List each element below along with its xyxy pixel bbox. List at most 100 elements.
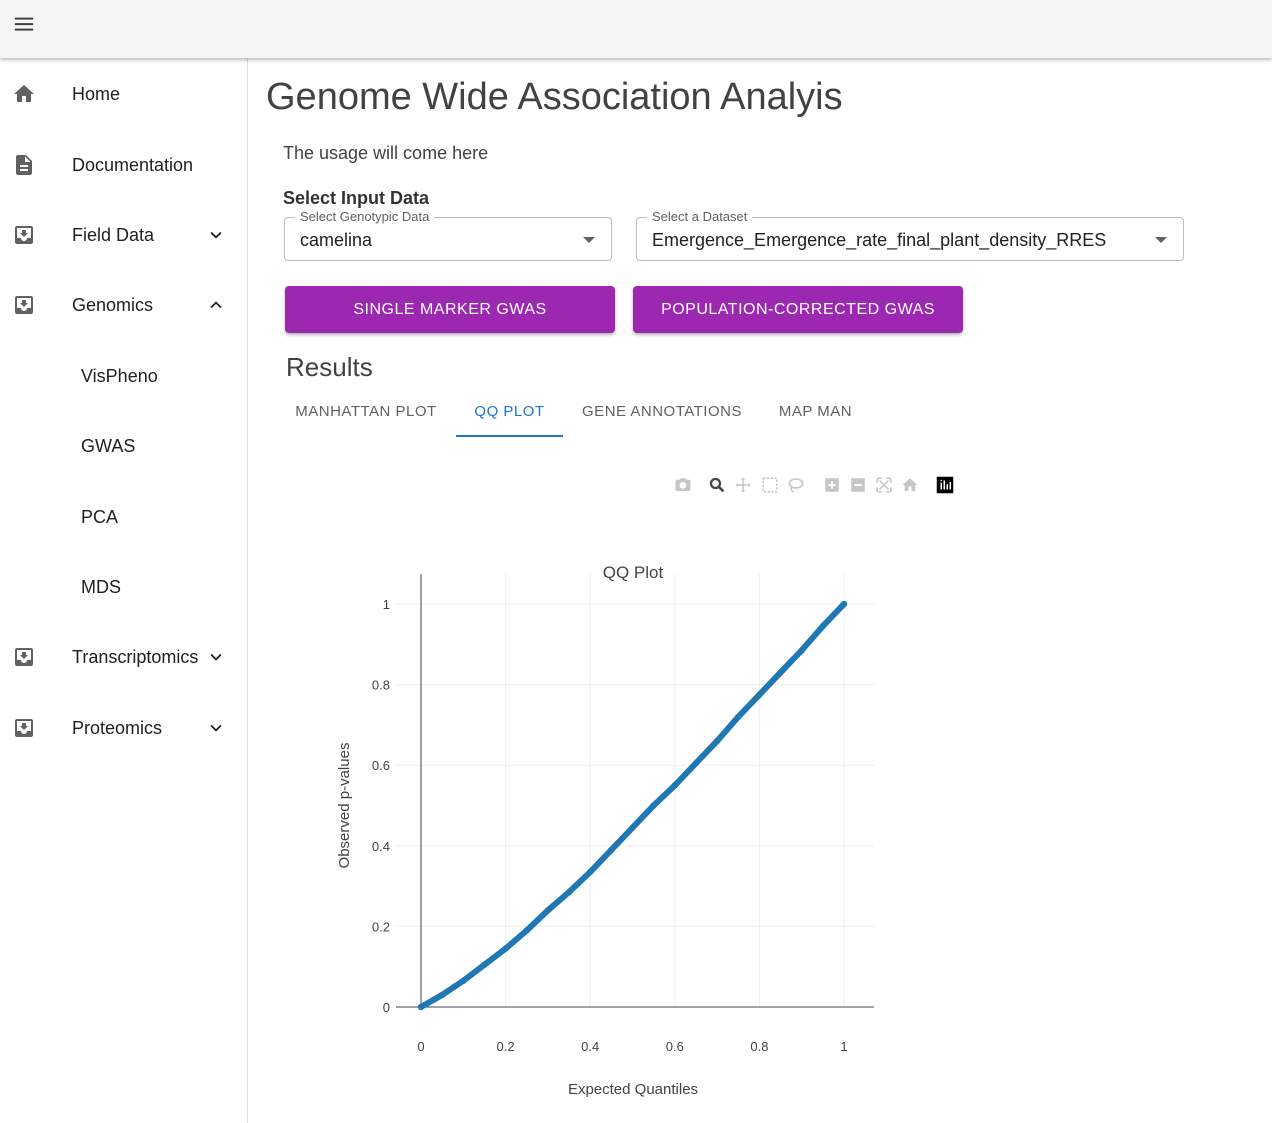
tab-qq-plot[interactable]: QQ PLOT — [456, 391, 563, 437]
y-tick-label: 1 — [383, 597, 390, 612]
qq-data-point — [692, 759, 700, 767]
y-tick-label: 0.2 — [372, 919, 390, 934]
home-icon — [14, 85, 34, 102]
qq-data-point — [587, 868, 594, 876]
tab-map-man[interactable]: MAP MAN — [778, 403, 853, 420]
plotly-logo-icon[interactable] — [936, 476, 954, 494]
qq-data-point — [650, 802, 657, 809]
y-axis-title: Observed p-values — [336, 743, 353, 869]
sidebar-subitem-label: GWAS — [81, 436, 136, 456]
sidebar-item-mds[interactable]: MDS — [0, 551, 247, 621]
sidebar-item-vispheno[interactable]: VisPheno — [0, 340, 247, 410]
qq-data-point — [502, 945, 509, 952]
sidebar-item-transcriptomics[interactable]: Transcriptomics — [0, 621, 247, 691]
qq-data-point — [417, 1003, 425, 1011]
reset-axes-icon[interactable] — [901, 476, 919, 494]
dropdown-caret-icon — [1155, 237, 1167, 243]
single-marker-gwas-button[interactable]: SINGLE MARKER GWAS — [285, 286, 615, 333]
page-title: Genome Wide Association Analyis — [266, 76, 843, 118]
sidebar-subitem-label: PCA — [81, 507, 119, 527]
sidebar-item-genomics[interactable]: Genomics — [0, 269, 247, 339]
qq-data-point — [565, 888, 573, 896]
genotype-select-value: camelina — [300, 230, 373, 250]
qq-data-point — [777, 669, 784, 676]
lasso-icon[interactable] — [787, 476, 805, 494]
qq-data-point — [840, 600, 848, 608]
sidebar-item-label: Proteomics — [72, 718, 163, 738]
sidebar-item-pca[interactable]: PCA — [0, 481, 247, 551]
sidebar-item-label: Field Data — [72, 225, 155, 245]
app-bar — [0, 0, 1272, 58]
camera-icon[interactable] — [674, 476, 692, 494]
population-corrected-gwas-button[interactable]: POPULATION-CORRECTED GWAS — [633, 286, 963, 333]
menu-icon[interactable] — [11, 13, 37, 35]
results-heading: Results — [286, 352, 373, 382]
qq-data-point — [756, 691, 763, 698]
document-icon — [16, 155, 32, 175]
qq-data-point — [460, 977, 467, 985]
chevron-up-icon[interactable] — [205, 294, 227, 316]
x-tick-label: 0.2 — [497, 1039, 515, 1054]
sidebar-item-field-data[interactable]: Field Data — [0, 199, 247, 269]
box-select-icon[interactable] — [761, 476, 779, 494]
pan-icon[interactable] — [734, 476, 752, 494]
dataset-select[interactable]: Select a Dataset Emergence_Emergence_rat… — [636, 209, 1184, 261]
qq-plot-chart: QQ Plot 0 0.2 0.4 0.6 0.8 1 0 0.2 0.4 0.6 0.8 1 Expec… — [336, 563, 874, 1098]
x-tick-label: 1 — [840, 1039, 847, 1054]
x-tick-label: 0 — [417, 1039, 424, 1054]
qq-data-point — [523, 927, 530, 934]
dataset-select-label: Select a Dataset — [647, 209, 753, 224]
qq-data-point — [544, 907, 552, 914]
chevron-down-icon[interactable] — [205, 717, 227, 739]
dataset-select-value: Emergence_Emergence_rate_final_plant_den… — [652, 230, 1107, 250]
qq-data-point — [481, 961, 488, 968]
sidebar-item-label: Transcriptomics — [72, 647, 199, 667]
main-content: Genome Wide Association Analyis The usag… — [248, 58, 1272, 1123]
chevron-down-icon[interactable] — [205, 224, 227, 246]
sidebar-item-home[interactable]: Home — [0, 58, 247, 128]
x-tick-label: 0.6 — [666, 1039, 684, 1054]
sidebar-item-label: Genomics — [72, 295, 154, 315]
qq-data-point — [438, 991, 446, 999]
zoom-icon[interactable] — [708, 476, 726, 494]
x-axis-title: Expected Quantiles — [568, 1081, 698, 1098]
qq-series-line — [418, 601, 847, 1010]
y-tick-label: 0.8 — [372, 678, 390, 693]
y-tick-label: 0.6 — [372, 758, 390, 773]
genotype-select-label: Select Genotypic Data — [295, 209, 435, 224]
qq-data-point — [608, 846, 615, 854]
qq-data-point — [735, 713, 742, 721]
sidebar-item-label: Home — [72, 84, 121, 104]
tab-manhattan-plot[interactable]: MANHATTAN PLOT — [295, 403, 437, 420]
qq-data-point — [629, 824, 636, 831]
tab-gene-annotations[interactable]: GENE ANNOTATIONS — [582, 403, 742, 420]
chevron-down-icon[interactable] — [205, 646, 227, 668]
y-tick-label: 0.4 — [372, 839, 390, 854]
input-section-label: Select Input Data — [283, 188, 430, 208]
sidebar-item-documentation[interactable]: Documentation — [0, 129, 247, 199]
genotype-select[interactable]: Select Genotypic Data camelina — [284, 209, 612, 261]
sidebar: Home Documentation Field Data Genomics V… — [0, 58, 248, 1123]
usage-text: The usage will come here — [283, 143, 489, 163]
autoscale-icon[interactable] — [875, 476, 893, 494]
inbox-download-icon — [15, 226, 33, 244]
qq-data-point — [713, 737, 721, 745]
sidebar-item-label: Documentation — [72, 155, 194, 175]
sidebar-subitem-label: VisPheno — [81, 366, 158, 386]
inbox-download-icon — [15, 719, 33, 737]
sidebar-subitem-label: MDS — [81, 577, 121, 597]
x-tick-label: 0.4 — [581, 1039, 599, 1054]
sidebar-item-gwas[interactable]: GWAS — [0, 410, 247, 480]
inbox-download-icon — [15, 296, 33, 314]
chart-title: QQ Plot — [603, 563, 664, 582]
plot-modebar — [674, 476, 964, 494]
qq-data-point — [671, 782, 678, 789]
inbox-download-icon — [15, 648, 33, 666]
dropdown-caret-icon — [583, 237, 595, 243]
zoom-in-icon[interactable] — [823, 476, 841, 494]
sidebar-item-proteomics[interactable]: Proteomics — [0, 692, 247, 762]
zoom-out-icon[interactable] — [849, 476, 867, 494]
qq-data-point — [798, 647, 805, 654]
x-tick-label: 0.8 — [750, 1039, 768, 1054]
qq-data-point — [819, 622, 827, 630]
